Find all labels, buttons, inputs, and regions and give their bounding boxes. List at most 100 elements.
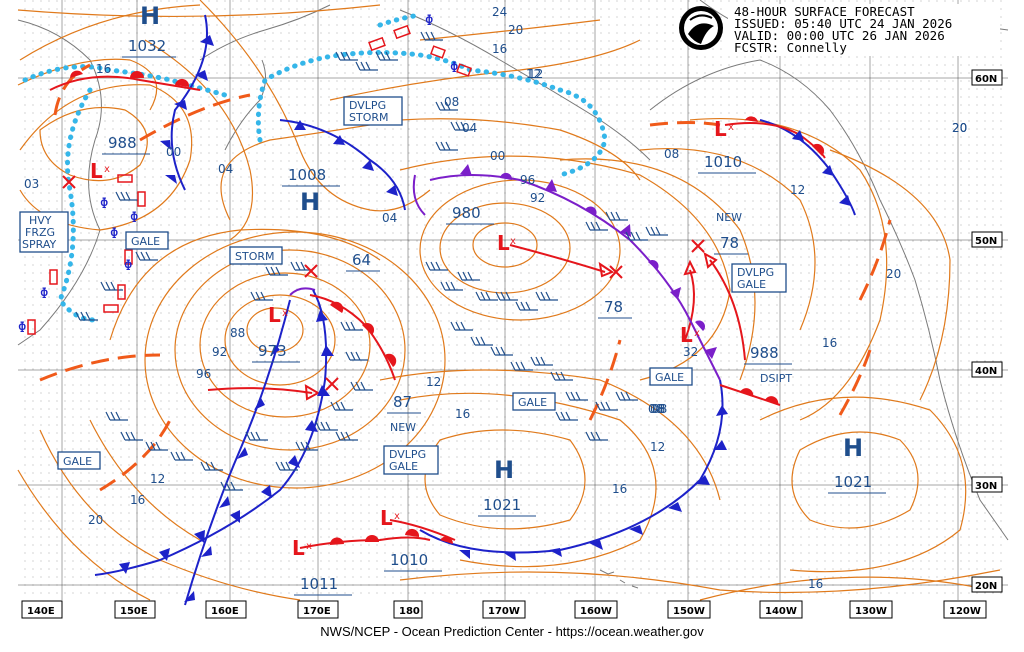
low-988-east: L x 988 xyxy=(680,323,792,365)
high-1008: 1008 H xyxy=(282,166,340,216)
wind-barb xyxy=(335,431,358,441)
svg-text:GALE: GALE xyxy=(737,278,766,291)
low-980: 980 L x xyxy=(446,204,516,255)
low-1010-south: L x 1010 xyxy=(380,506,442,572)
svg-text:08: 08 xyxy=(664,147,679,161)
svg-text:12: 12 xyxy=(526,67,541,81)
svg-text:1010: 1010 xyxy=(390,551,428,569)
svg-text:Φ: Φ xyxy=(40,286,48,302)
svg-text:170E: 170E xyxy=(303,606,331,617)
svg-text:FRZG: FRZG xyxy=(25,226,55,239)
svg-text:08: 08 xyxy=(650,402,665,416)
isobar-labels: 24 20 16 12 08 04 00 04 08 12 16 20 16 1… xyxy=(24,5,967,591)
high-1021-east: H 1021 xyxy=(828,434,886,494)
svg-text:FCSTR: Connelly: FCSTR: Connelly xyxy=(734,40,847,55)
wind-barb xyxy=(350,381,373,391)
developing-gale-box: DVLPG GALE xyxy=(731,263,787,293)
x-mark xyxy=(325,377,339,391)
svg-text:130W: 130W xyxy=(855,606,887,617)
svg-text:x: x xyxy=(282,308,288,319)
svg-text:180: 180 xyxy=(399,606,420,617)
forecast-position-marks xyxy=(62,175,705,391)
svg-text:12: 12 xyxy=(150,472,165,486)
svg-text:92: 92 xyxy=(530,191,545,205)
svg-text:16: 16 xyxy=(492,42,507,56)
svg-text:Φ: Φ xyxy=(130,210,138,226)
svg-text:04: 04 xyxy=(462,121,477,135)
wind-barb xyxy=(135,251,158,261)
wind-barb xyxy=(145,441,168,451)
svg-text:140W: 140W xyxy=(765,606,797,617)
wind-barb xyxy=(645,226,668,236)
fronts xyxy=(49,14,856,606)
svg-text:30N: 30N xyxy=(975,481,997,492)
svg-text:Φ: Φ xyxy=(18,320,26,336)
svg-text:20: 20 xyxy=(508,23,523,37)
svg-text:Φ: Φ xyxy=(124,258,132,274)
svg-text:20: 20 xyxy=(88,513,103,527)
wind-barb xyxy=(515,301,538,311)
storm-tracks xyxy=(207,244,746,401)
svg-text:78: 78 xyxy=(720,234,739,252)
svg-text:88: 88 xyxy=(230,326,245,340)
svg-text:STORM: STORM xyxy=(235,250,275,263)
svg-text:x: x xyxy=(728,122,734,133)
wind-barb xyxy=(510,361,533,371)
svg-text:1011: 1011 xyxy=(300,575,338,593)
svg-text:48-HOUR SURFACE FORECAST: 48-HOUR SURFACE FORECAST xyxy=(734,4,915,19)
svg-text:1008: 1008 xyxy=(288,166,326,184)
svg-text:980: 980 xyxy=(452,204,481,222)
wind-barb xyxy=(435,101,458,111)
svg-text:08: 08 xyxy=(652,402,667,416)
wind-barbs xyxy=(75,31,668,491)
noaa-logo xyxy=(679,6,723,50)
svg-text:988: 988 xyxy=(750,344,779,362)
svg-text:00: 00 xyxy=(490,149,505,163)
svg-text:Φ: Φ xyxy=(450,60,458,76)
svg-text:04: 04 xyxy=(218,162,233,176)
svg-text:32: 32 xyxy=(683,345,698,359)
svg-text:1021: 1021 xyxy=(834,473,872,491)
wind-barb xyxy=(120,431,143,441)
svg-text:GALE: GALE xyxy=(63,455,92,468)
wind-barb xyxy=(340,321,363,331)
svg-text:L: L xyxy=(380,506,393,530)
wind-barb xyxy=(170,451,193,461)
svg-text:92: 92 xyxy=(212,345,227,359)
svg-text:150E: 150E xyxy=(120,606,148,617)
wind-barb xyxy=(200,461,223,471)
svg-text:20: 20 xyxy=(952,121,967,135)
svg-text:ISSUED: 05:40 UTC 24 JAN 2026: ISSUED: 05:40 UTC 24 JAN 2026 xyxy=(734,16,952,31)
svg-text:GALE: GALE xyxy=(389,460,418,473)
svg-text:x: x xyxy=(394,511,400,522)
wind-barb xyxy=(470,336,493,346)
svg-text:96: 96 xyxy=(196,367,211,381)
svg-text:GALE: GALE xyxy=(131,235,160,248)
wind-barb xyxy=(425,261,448,271)
svg-text:x: x xyxy=(104,164,110,175)
svg-text:12: 12 xyxy=(528,67,543,81)
wind-barb xyxy=(330,401,353,411)
x-mark xyxy=(304,264,318,278)
wind-barb xyxy=(440,281,463,291)
wind-barb xyxy=(290,261,313,271)
svg-text:16: 16 xyxy=(130,493,145,507)
wind-barb xyxy=(220,481,243,491)
svg-text:24: 24 xyxy=(492,5,507,19)
wind-barb xyxy=(615,391,638,401)
svg-text:120W: 120W xyxy=(949,606,981,617)
low-1011: L x 1011 xyxy=(292,536,352,596)
svg-text:1010: 1010 xyxy=(704,153,742,171)
svg-text:03: 03 xyxy=(24,177,39,191)
wind-barb xyxy=(250,291,273,301)
hazard-symbols: Φ Φ Φ Φ Φ Φ Φ Φ xyxy=(18,13,472,336)
wind-barb xyxy=(595,401,618,411)
svg-text:16: 16 xyxy=(822,336,837,350)
low-988-west: 988 L x xyxy=(90,134,150,183)
svg-text:50N: 50N xyxy=(975,236,997,247)
svg-text:1021: 1021 xyxy=(483,496,521,514)
wind-barb xyxy=(335,51,358,61)
wind-barb xyxy=(315,421,338,431)
wind-barb xyxy=(420,31,443,41)
